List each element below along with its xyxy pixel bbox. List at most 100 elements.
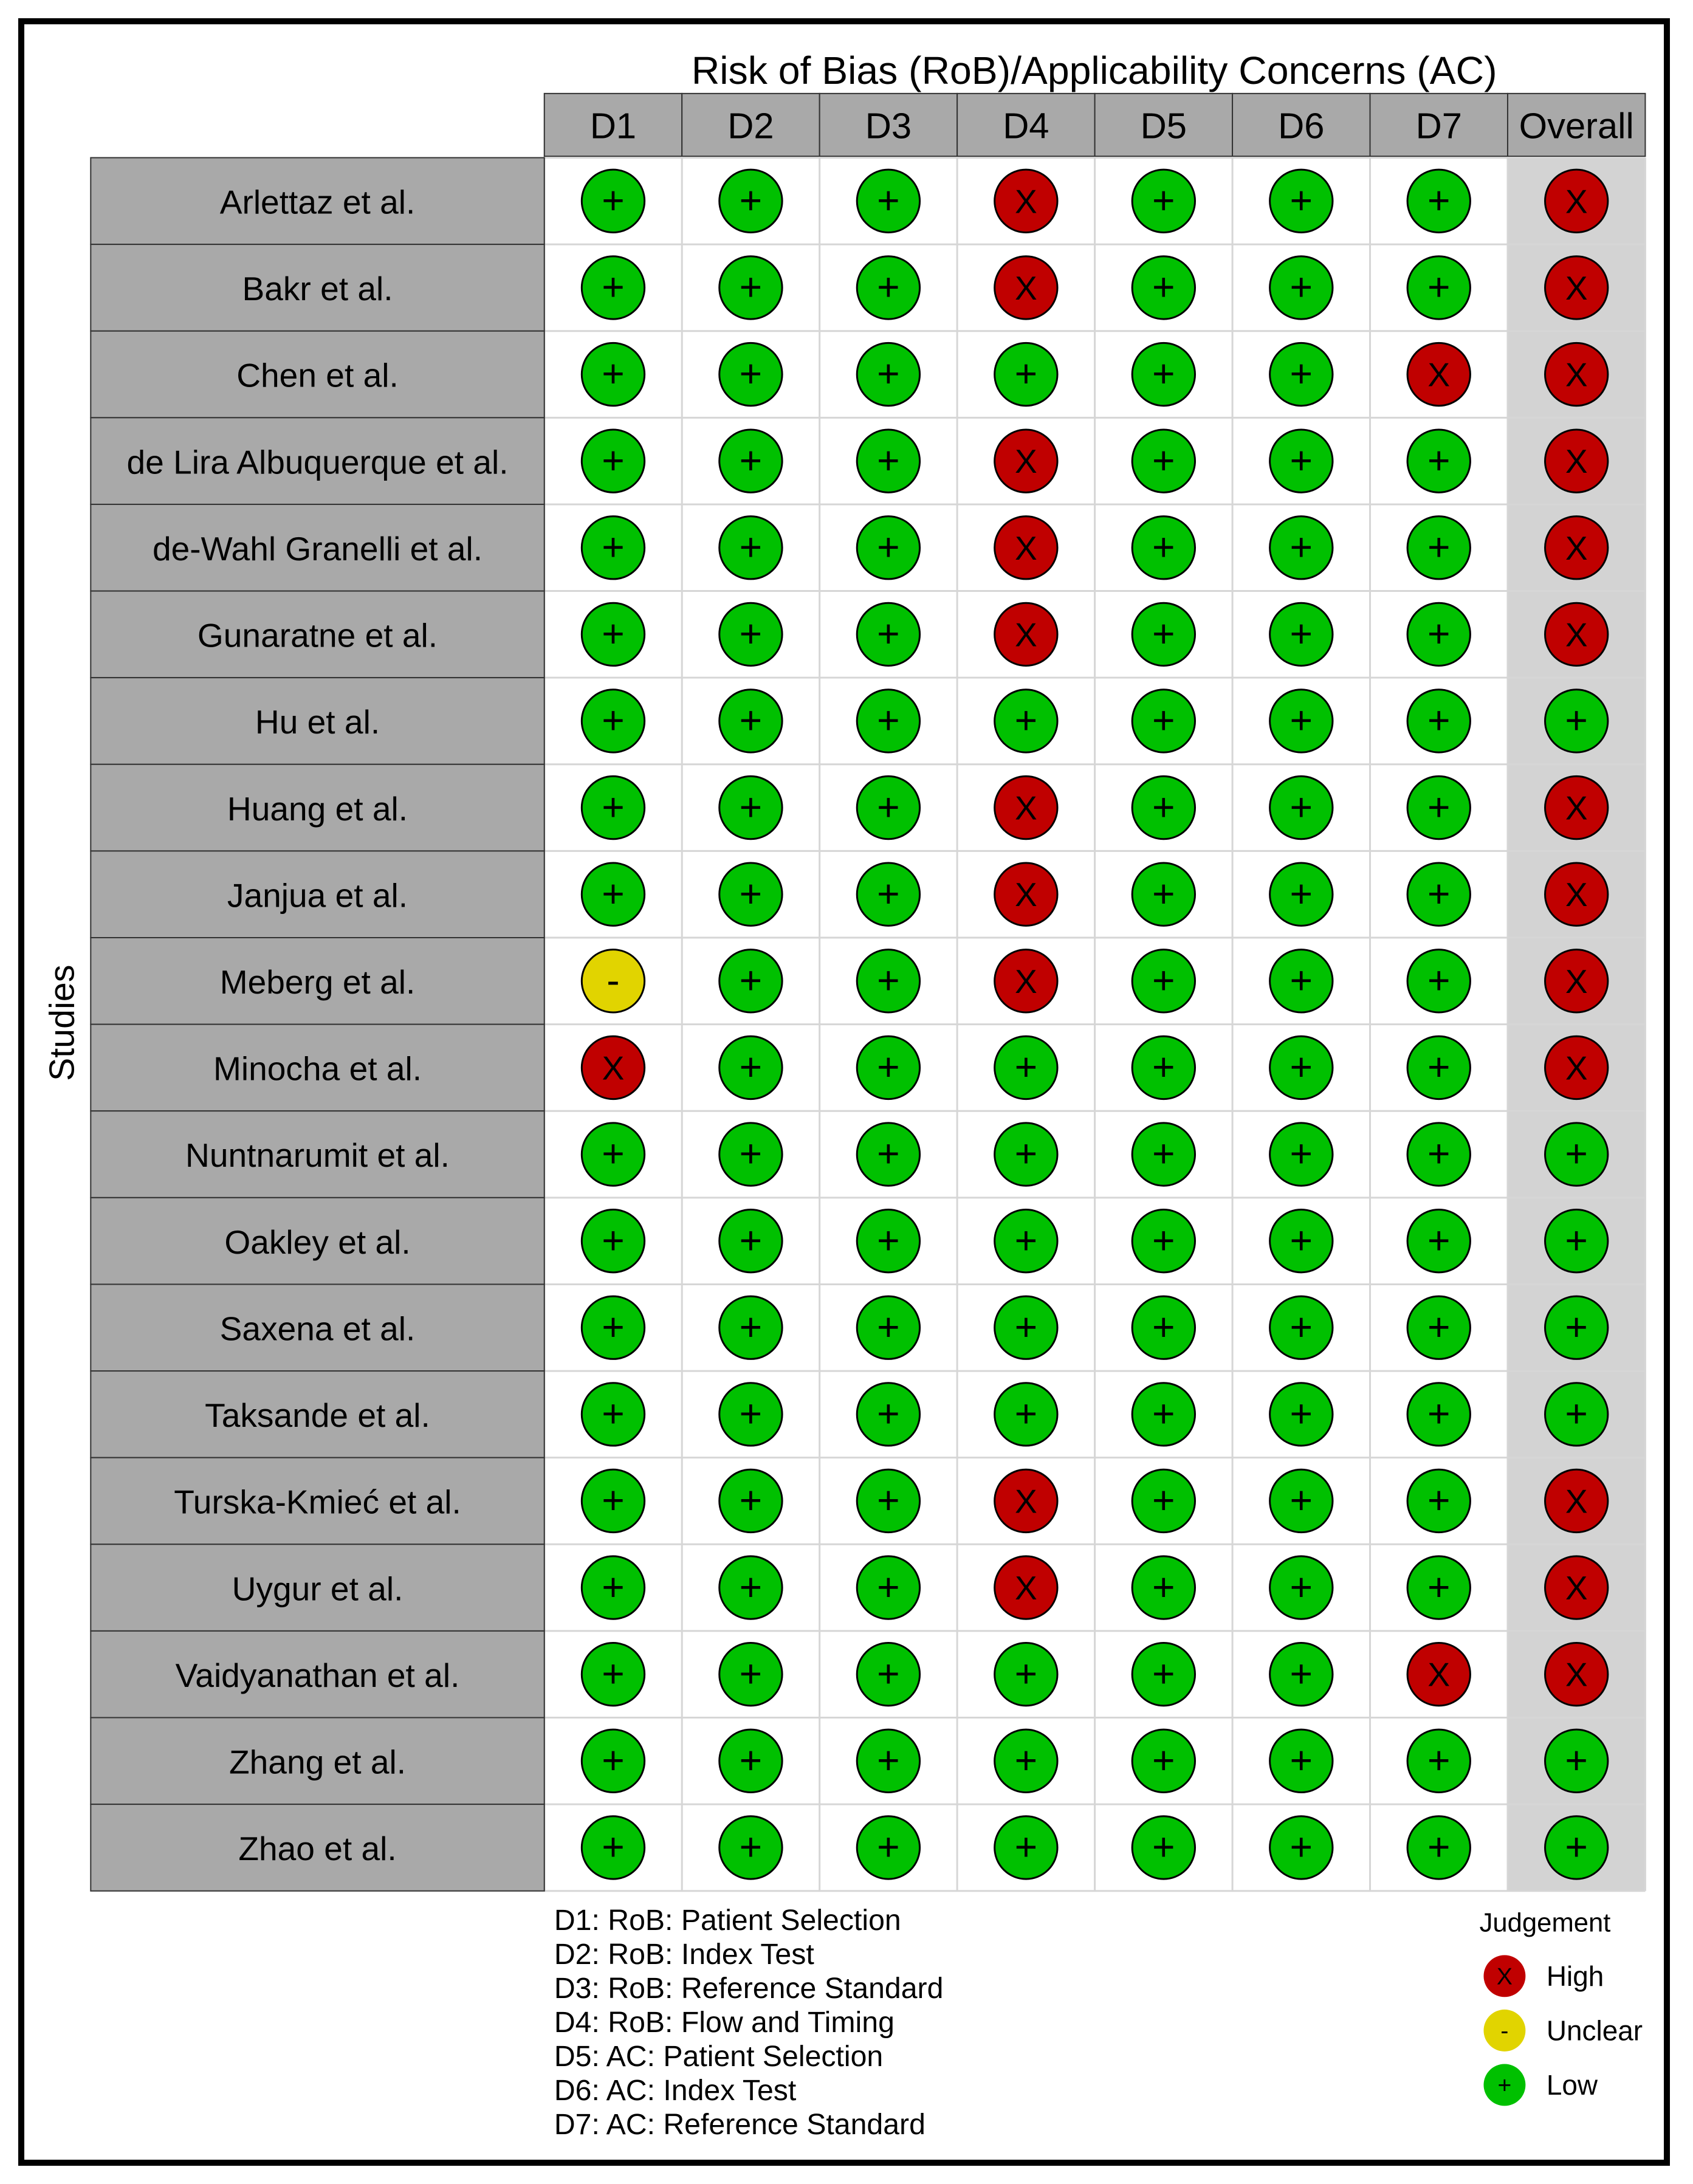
judgement-low-symbol: + — [1290, 438, 1313, 482]
judgement-low-symbol: + — [1152, 1131, 1175, 1175]
judgement-high-symbol: X — [1565, 1656, 1588, 1694]
legend-low-label: Low — [1547, 2069, 1598, 2101]
judgement-low-symbol: + — [1152, 1565, 1175, 1609]
judgement-low-symbol: + — [1427, 1825, 1451, 1869]
judgement-low-marker — [1406, 949, 1471, 1014]
judgement-low-marker — [1544, 1295, 1609, 1360]
judgement-high-marker — [1544, 515, 1609, 580]
legend-high-marker — [1483, 1955, 1526, 1997]
study-label-cell — [90, 1544, 545, 1632]
judgement-low-symbol: + — [877, 1825, 900, 1869]
judgement-low-marker — [1131, 342, 1197, 407]
judgement-low-marker — [580, 1208, 646, 1274]
judgement-low-symbol: + — [740, 1218, 763, 1262]
judgement-high-marker — [1544, 168, 1609, 233]
judgement-low-symbol: + — [877, 1305, 900, 1348]
judgement-low-symbol: + — [877, 1045, 900, 1089]
judgement-low-symbol: + — [1290, 265, 1313, 309]
judgement-low-symbol: + — [1015, 1305, 1038, 1348]
study-label-cell — [90, 1283, 545, 1372]
judgement-low-marker — [580, 1642, 646, 1707]
study-label-cell — [90, 850, 545, 939]
judgement-low-marker — [1269, 1208, 1334, 1274]
judgement-low-symbol: + — [1152, 1218, 1175, 1262]
domain-key-entry: D7: AC: Reference Standard — [554, 2108, 925, 2141]
judgement-low-marker — [1406, 862, 1471, 927]
column-header-label: D4 — [1003, 105, 1049, 146]
judgement-low-symbol: + — [740, 698, 763, 742]
judgement-low-marker — [856, 1382, 921, 1447]
study-label: de-Wahl Granelli et al. — [153, 530, 482, 568]
study-label: Nuntnarumit et al. — [185, 1136, 450, 1174]
judgement-low-symbol: + — [877, 1738, 900, 1782]
judgement-high-marker — [994, 602, 1059, 667]
judgement-high-marker — [1544, 1468, 1609, 1534]
judgement-low-symbol: + — [602, 1825, 625, 1869]
judgement-low-marker — [856, 689, 921, 754]
judgement-low-marker — [580, 342, 646, 407]
study-label: de Lira Albuquerque et al. — [126, 443, 508, 481]
judgement-low-marker — [580, 862, 646, 927]
judgement-high-symbol: X — [1565, 1569, 1588, 1607]
judgement-low-symbol: + — [740, 1305, 763, 1348]
judgement-low-marker — [580, 775, 646, 840]
judgement-low-symbol: + — [1290, 1738, 1313, 1782]
judgement-high-symbol: X — [1015, 442, 1037, 480]
judgement-low-symbol: + — [1015, 352, 1038, 396]
judgement-low-symbol: + — [602, 1738, 625, 1782]
judgement-low-symbol: + — [740, 1045, 763, 1089]
study-label-cell — [90, 1197, 545, 1285]
judgement-low-symbol: + — [740, 1478, 763, 1522]
judgement-high-symbol: X — [1015, 1569, 1037, 1607]
judgement-low-symbol: + — [1427, 958, 1451, 1002]
judgement-low-marker — [1131, 1208, 1197, 1274]
judgement-low-marker — [1131, 168, 1197, 233]
judgement-low-marker — [1269, 775, 1334, 840]
judgement-high-marker — [1544, 775, 1609, 840]
judgement-low-marker — [1131, 255, 1197, 320]
judgement-high-marker — [994, 515, 1059, 580]
study-label: Meberg et al. — [220, 963, 416, 1001]
judgement-low-marker — [994, 1035, 1059, 1101]
judgement-low-marker — [856, 1295, 921, 1360]
judgement-low-symbol: + — [740, 352, 763, 396]
judgement-low-symbol: + — [1427, 698, 1451, 742]
judgement-low-symbol: + — [1152, 698, 1175, 742]
judgement-low-marker — [1131, 689, 1197, 754]
column-header-cell — [543, 92, 683, 157]
judgement-low-symbol: + — [1290, 958, 1313, 1002]
judgement-low-marker — [1269, 428, 1334, 493]
column-header-label: D7 — [1416, 105, 1462, 146]
judgement-high-symbol: X — [1015, 529, 1037, 567]
judgement-low-symbol: + — [877, 1218, 900, 1262]
column-header-cell — [1094, 92, 1234, 157]
judgement-low-symbol: + — [1427, 1131, 1451, 1175]
judgement-low-symbol: + — [1152, 785, 1175, 829]
judgement-low-symbol: + — [1427, 785, 1451, 829]
judgement-high-marker — [994, 1468, 1059, 1534]
judgement-low-symbol: + — [877, 525, 900, 569]
judgement-high-marker — [994, 428, 1059, 493]
judgement-low-marker — [718, 689, 783, 754]
judgement-low-marker — [856, 1122, 921, 1187]
legend-high-label: High — [1547, 1960, 1604, 1992]
judgement-low-symbol: + — [1427, 871, 1451, 915]
judgement-high-symbol: X — [1015, 616, 1037, 653]
study-label-cell — [90, 1717, 545, 1805]
judgement-low-marker — [718, 1728, 783, 1793]
judgement-low-marker — [1269, 1122, 1334, 1187]
judgement-low-symbol: + — [740, 612, 763, 656]
study-label-cell — [90, 503, 545, 592]
judgement-low-marker — [1269, 1815, 1334, 1880]
judgement-low-symbol: + — [1152, 265, 1175, 309]
judgement-low-marker — [1131, 1468, 1197, 1534]
judgement-low-symbol: + — [877, 178, 900, 222]
study-label: Arlettaz et al. — [220, 183, 416, 221]
judgement-low-symbol: + — [1427, 1392, 1451, 1435]
judgement-low-symbol: + — [877, 1652, 900, 1695]
judgement-low-symbol: + — [877, 612, 900, 656]
judgement-high-symbol: X — [1015, 963, 1037, 1000]
study-label: Gunaratne et al. — [197, 617, 438, 654]
study-label-cell — [90, 763, 545, 852]
judgement-low-symbol: + — [1290, 785, 1313, 829]
